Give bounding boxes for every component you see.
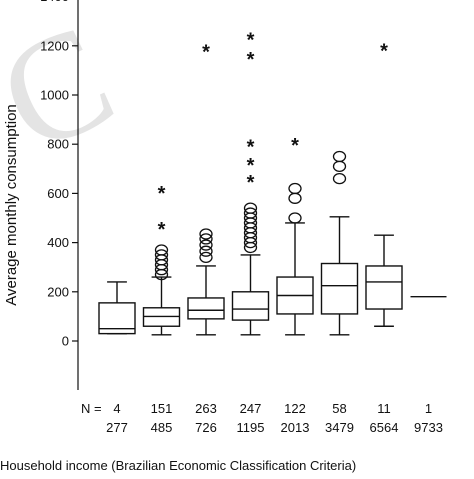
box-4 <box>231 291 270 321</box>
outlier-6-3 <box>332 150 347 163</box>
outlier-3-1 <box>199 251 213 264</box>
n-label-3: 263 <box>195 401 217 416</box>
outlier-3-2 <box>199 245 213 257</box>
extreme-2-2: * <box>158 183 166 205</box>
extreme-2-1: * <box>158 219 166 241</box>
income-label-5: 2013 <box>281 420 310 435</box>
y-tick-label-1000: 1000 <box>40 88 69 103</box>
extreme-3-1: * <box>202 42 210 64</box>
y-tick-label-600: 600 <box>47 186 69 201</box>
extreme-4-5: * <box>247 29 255 51</box>
income-label-4: 1195 <box>237 420 265 435</box>
income-label-8: 9733 <box>414 420 443 435</box>
x-axis-label: Household income (Brazilian Economic Cla… <box>0 458 356 473</box>
n-label-6: 58 <box>332 401 346 416</box>
income-label-1: 277 <box>106 420 128 435</box>
income-label-7: 6564 <box>370 420 399 435</box>
n-label-5: 122 <box>284 401 306 416</box>
y-tick-label-1200: 1200 <box>40 38 69 53</box>
extreme-4-2: * <box>247 155 255 177</box>
box-3 <box>187 297 225 320</box>
outlier-4-8 <box>243 207 258 219</box>
income-label-3: 726 <box>195 420 217 435</box>
extreme-4-3: * <box>247 136 255 158</box>
n-label-1: 4 <box>113 401 120 416</box>
y-tick-label-200: 200 <box>47 284 69 299</box>
n-label-7: 11 <box>377 401 391 416</box>
y-tick-label-400: 400 <box>47 235 69 250</box>
outlier-4-9 <box>243 202 258 214</box>
n-label-4: 247 <box>240 401 262 416</box>
outlier-5-2 <box>288 192 302 204</box>
outlier-2-6 <box>154 244 169 256</box>
outlier-6-1 <box>332 172 347 185</box>
box-7 <box>365 265 403 310</box>
outlier-2-5 <box>154 249 169 261</box>
outlier-6-2 <box>332 160 347 172</box>
extreme-4-4: * <box>247 49 255 71</box>
outlier-5-1 <box>288 212 302 224</box>
n-label-8: 1 <box>425 401 432 416</box>
box-6 <box>320 262 359 315</box>
y-axis-label: Average monthly consumption <box>3 104 20 306</box>
y-tick-label-800: 800 <box>47 137 69 152</box>
outlier-3-4 <box>199 233 213 245</box>
n-prefix-label: N = <box>81 401 102 416</box>
income-label-2: 485 <box>151 420 173 435</box>
extreme-4-1: * <box>247 172 255 194</box>
outlier-3-5 <box>199 228 213 240</box>
outlier-5-3 <box>288 182 302 195</box>
y-tick-label-1400: 1400 <box>40 0 69 4</box>
extreme-7-1: * <box>380 40 388 62</box>
income-label-6: 3479 <box>325 420 354 435</box>
n-label-2: 151 <box>151 401 173 416</box>
outlier-3-3 <box>199 239 213 251</box>
y-tick-label-0: 0 <box>62 334 69 349</box>
extreme-5-1: * <box>291 135 299 157</box>
